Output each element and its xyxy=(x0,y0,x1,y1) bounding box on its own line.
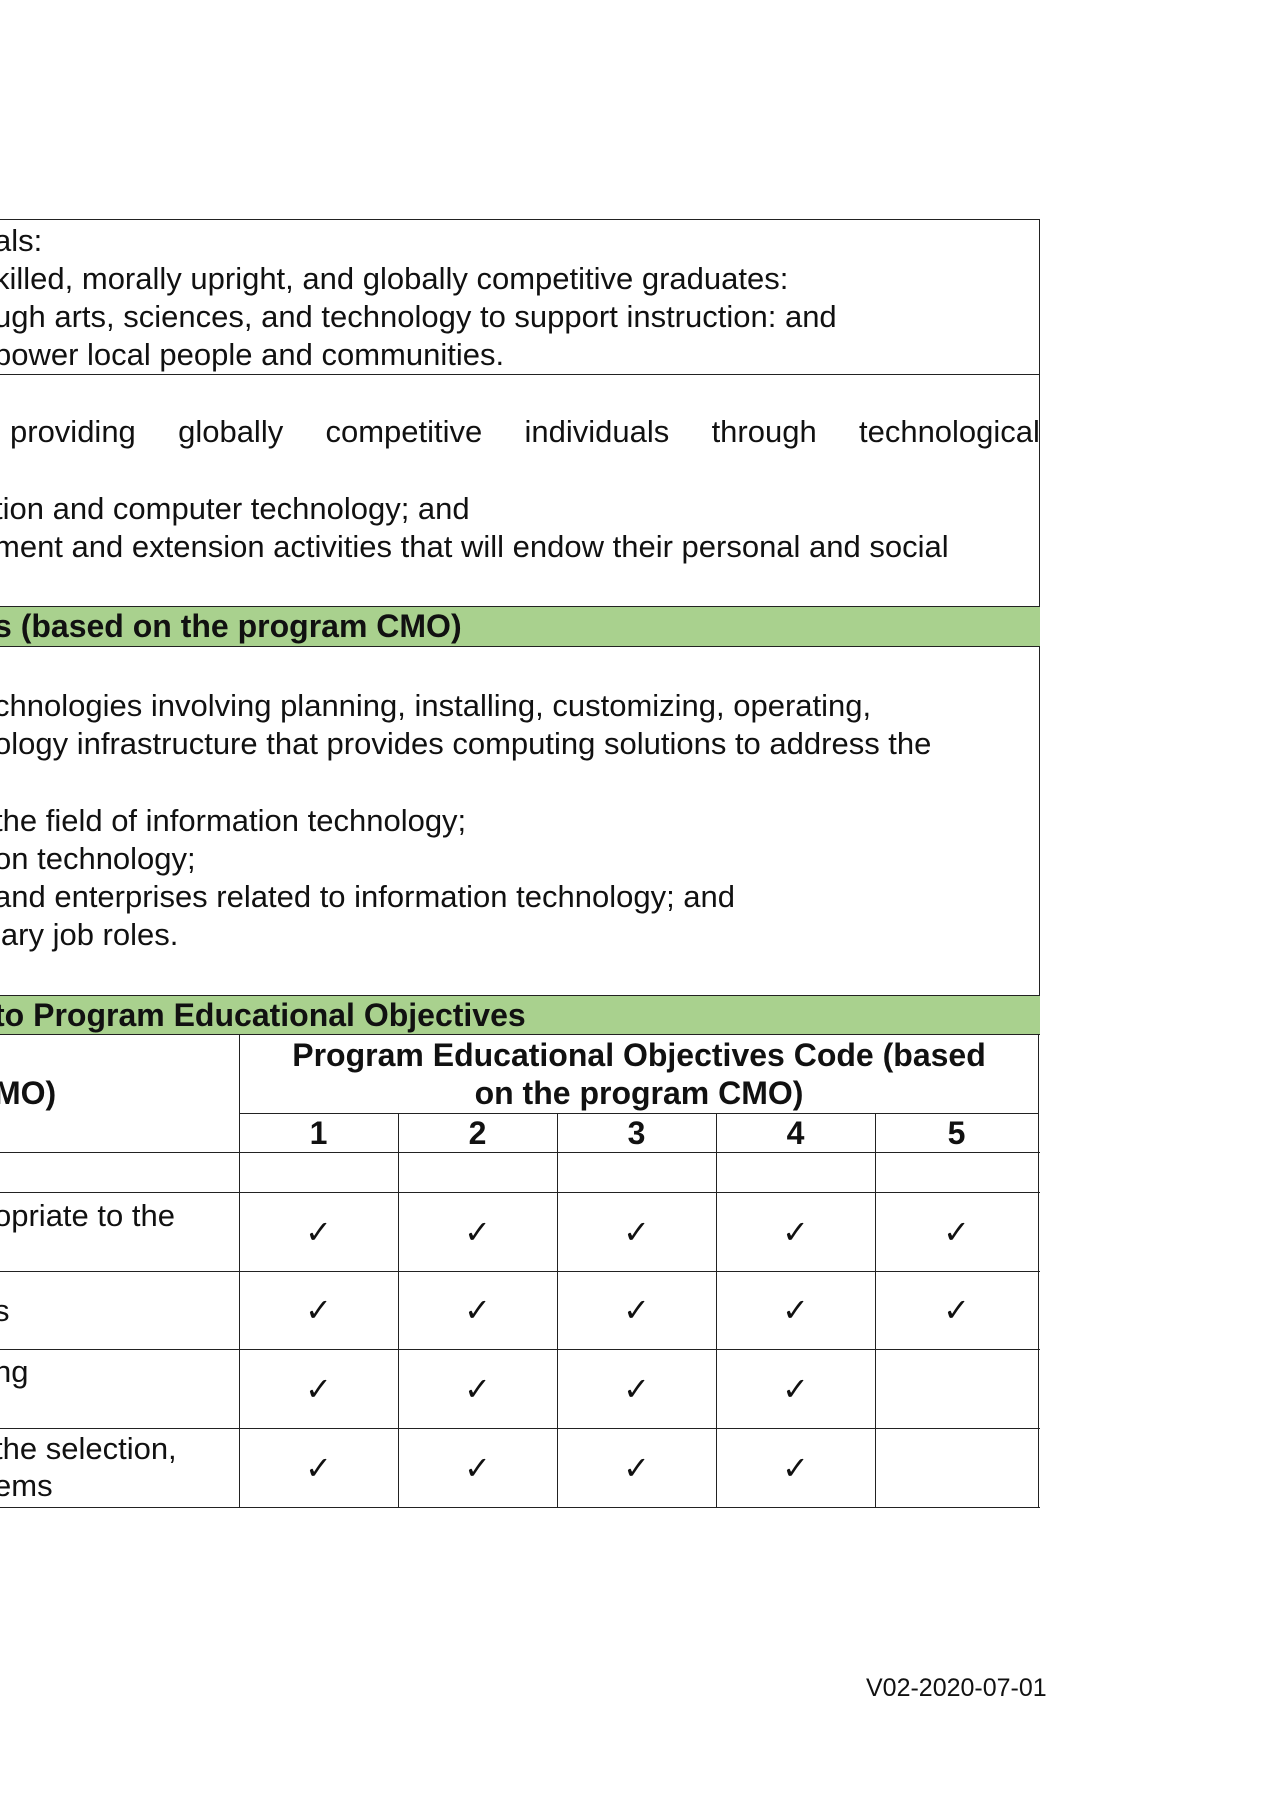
peo-section-heading: s (based on the program CMO) xyxy=(0,608,462,644)
peo-line-3: the field of information technology; xyxy=(0,803,467,838)
peo-line-5: and enterprises related to information t… xyxy=(0,879,736,914)
check-mark: ✓ xyxy=(623,1449,650,1486)
objectives-line-3: ment and extension activities that will … xyxy=(0,529,949,564)
version-code: V02-2020-07-01 xyxy=(866,1674,1047,1702)
peo-code-2: 2 xyxy=(468,1115,487,1151)
table-row-divider xyxy=(0,1152,1040,1153)
objectives-line-1: providing globally competitive individua… xyxy=(10,413,1040,451)
goals-line-2: killed, morally upright, and globally co… xyxy=(0,261,789,296)
peo-code-header-line-1: Program Educational Objectives Code (bas… xyxy=(292,1037,986,1073)
objectives-word: globally xyxy=(178,414,284,449)
peo-code-4: 4 xyxy=(786,1115,805,1151)
check-mark: ✓ xyxy=(464,1370,491,1407)
table-row-divider xyxy=(0,1271,1040,1272)
row-label: s xyxy=(0,1293,10,1328)
check-mark: ✓ xyxy=(464,1213,491,1250)
table-row-divider xyxy=(0,1349,1040,1350)
check-mark: ✓ xyxy=(782,1449,809,1486)
table-col-divider xyxy=(716,1113,717,1508)
mapping-section-heading-bar: to Program Educational Objectives xyxy=(0,995,1040,1035)
peo-line-2: ology infrastructure that provides compu… xyxy=(0,726,932,761)
check-mark: ✓ xyxy=(305,1449,332,1486)
check-mark: ✓ xyxy=(623,1370,650,1407)
peo-code-3: 3 xyxy=(627,1115,646,1151)
check-mark: ✓ xyxy=(464,1449,491,1486)
check-mark: ✓ xyxy=(943,1292,970,1328)
objectives-word: individuals xyxy=(524,414,670,449)
peo-line-6: lary job roles. xyxy=(0,917,179,952)
check-mark: ✓ xyxy=(305,1292,332,1328)
row-label: ng xyxy=(0,1354,29,1389)
mapping-left-header: MO) xyxy=(0,1075,57,1111)
goals-line-1: als: xyxy=(0,223,43,258)
peo-code-1: 1 xyxy=(309,1115,328,1151)
table-col-divider xyxy=(557,1113,558,1508)
row-label: ems xyxy=(0,1468,53,1503)
peo-line-4: on technology; xyxy=(0,841,196,876)
table-row-divider xyxy=(0,1192,1040,1193)
check-mark: ✓ xyxy=(464,1292,491,1328)
row-label: opriate to the xyxy=(0,1198,175,1233)
peo-code-header-line-2: on the program CMO) xyxy=(474,1075,804,1111)
table-row-divider xyxy=(0,1428,1040,1429)
table-row-divider xyxy=(239,1113,1039,1114)
peo-line-1: chnologies involving planning, installin… xyxy=(0,688,872,723)
check-mark: ✓ xyxy=(623,1213,650,1250)
check-mark: ✓ xyxy=(782,1213,809,1250)
goals-line-3: ugh arts, sciences, and technology to su… xyxy=(0,299,837,334)
check-mark: ✓ xyxy=(305,1370,332,1407)
mapping-section-heading: to Program Educational Objectives xyxy=(0,997,526,1033)
objectives-word: providing xyxy=(10,414,136,449)
check-mark: ✓ xyxy=(782,1292,809,1328)
table-col-divider xyxy=(875,1113,876,1508)
objectives-word: through xyxy=(711,414,817,449)
row-label: the selection, xyxy=(0,1431,177,1466)
goals-box xyxy=(0,219,1040,375)
check-mark: ✓ xyxy=(782,1370,809,1407)
objectives-word: technological xyxy=(858,414,1040,449)
goals-line-4: power local people and communities. xyxy=(0,337,505,372)
objectives-line-2: tion and computer technology; and xyxy=(0,491,470,526)
check-mark: ✓ xyxy=(305,1213,332,1250)
check-mark: ✓ xyxy=(623,1292,650,1328)
table-bottom-border xyxy=(0,1507,1040,1508)
check-mark: ✓ xyxy=(943,1213,970,1250)
peo-code-5: 5 xyxy=(947,1115,966,1151)
table-col-divider xyxy=(398,1113,399,1508)
peo-section-heading-bar: s (based on the program CMO) xyxy=(0,606,1040,647)
objectives-word: competitive xyxy=(325,414,483,449)
